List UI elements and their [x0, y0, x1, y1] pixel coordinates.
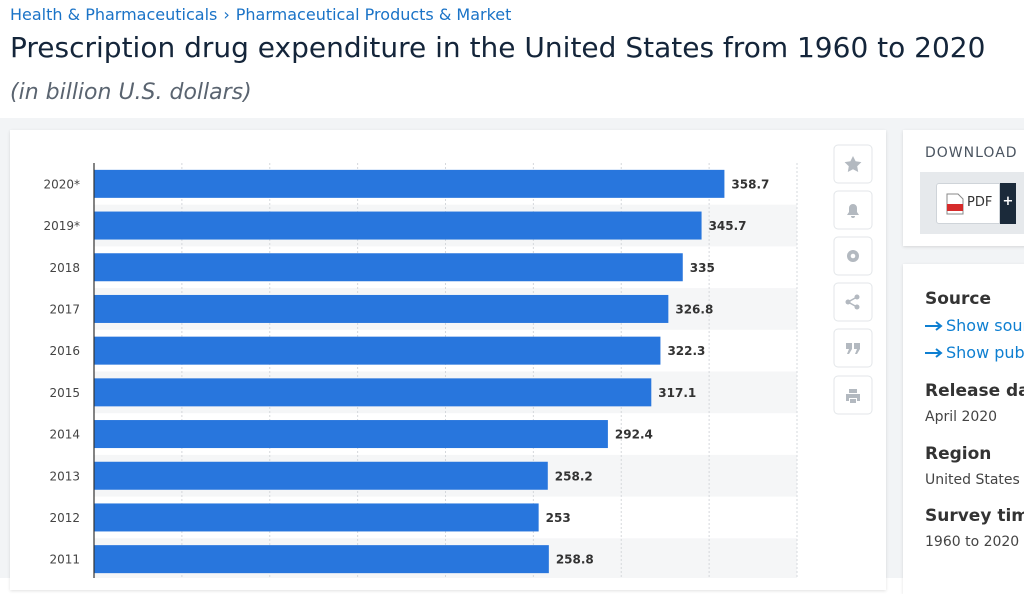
pdf-label: PDF [967, 195, 993, 210]
breadcrumb-link[interactable]: Health & Pharmaceuticals [10, 5, 218, 24]
source-link[interactable]: Show sour [946, 316, 1024, 335]
detail-value: United States [925, 471, 1020, 488]
value-label: 253 [546, 511, 571, 525]
y-tick-label: 2013 [49, 469, 80, 483]
y-tick-label: 2015 [49, 386, 80, 400]
pdf-button[interactable]: PDF [936, 183, 1000, 224]
y-tick-label: 2012 [49, 511, 80, 525]
bar [94, 211, 702, 240]
star-icon [844, 156, 862, 173]
value-label: 322.3 [667, 344, 705, 358]
y-tick-label: 2011 [49, 553, 80, 567]
share-button[interactable] [833, 282, 873, 322]
bell-icon [847, 204, 859, 218]
value-label: 335 [690, 261, 715, 275]
quote-icon [846, 343, 860, 354]
page-title: Prescription drug expenditure in the Uni… [10, 31, 986, 64]
breadcrumb: Health & Pharmaceuticals › Pharmaceutical … [10, 5, 511, 24]
value-label: 292.4 [615, 428, 653, 442]
more-button[interactable]: + [1000, 183, 1016, 224]
tool-buttons [833, 144, 873, 415]
chart: 2020* 358.7 2019* 345.7 2018 335 2017 326.8 2016… [43, 144, 873, 578]
bar [94, 253, 683, 282]
value-label: 358.7 [731, 177, 769, 191]
bar [94, 169, 725, 198]
bar [94, 420, 608, 449]
plot: 2020* 358.7 2019* 345.7 2018 335 2017 326.8 2016… [43, 163, 798, 578]
bar [94, 545, 549, 574]
detail-value: April 2020 [925, 409, 998, 425]
pdf-icon [946, 193, 964, 215]
source-link[interactable]: Show pub [946, 343, 1024, 362]
breadcrumb-link[interactable]: Pharmaceutical Products & Market [235, 5, 512, 24]
bar [94, 378, 652, 407]
source-heading: Source [925, 289, 992, 309]
gear-hole [850, 253, 856, 259]
bar [94, 294, 669, 323]
y-tick-label: 2017 [49, 302, 80, 316]
detail-label: Survey time [925, 506, 1024, 526]
share-icon [845, 294, 860, 310]
bar [94, 461, 548, 490]
value-label: 258.2 [555, 469, 593, 483]
y-tick-label: 2019* [43, 219, 80, 233]
y-tick-label: 2016 [49, 344, 80, 358]
value-label: 258.8 [556, 553, 594, 567]
page: Health & Pharmaceuticals › Pharmaceutical … [0, 5, 1024, 578]
bar [94, 336, 661, 365]
cite-button[interactable] [833, 328, 873, 368]
value-label: 345.7 [709, 219, 747, 233]
print-icon [846, 389, 860, 403]
detail-label: Region [925, 443, 992, 464]
y-tick-label: 2014 [49, 428, 80, 442]
arrow-icon [925, 321, 943, 331]
arrow-icon [925, 348, 943, 358]
separator: › [223, 5, 230, 24]
detail-label: Release date [925, 381, 1024, 401]
page-subtitle: (in billion U.S. dollars) [10, 80, 252, 105]
value-label: 317.1 [658, 386, 696, 400]
value-label: 326.8 [675, 302, 713, 316]
y-tick-label: 2018 [49, 261, 80, 275]
download-heading: DOWNLOAD [925, 145, 1018, 161]
y-tick-label: 2020* [43, 177, 80, 191]
bar [94, 503, 539, 532]
detail-value: 1960 to 2020 [925, 534, 1020, 550]
details-panel [903, 264, 1024, 594]
